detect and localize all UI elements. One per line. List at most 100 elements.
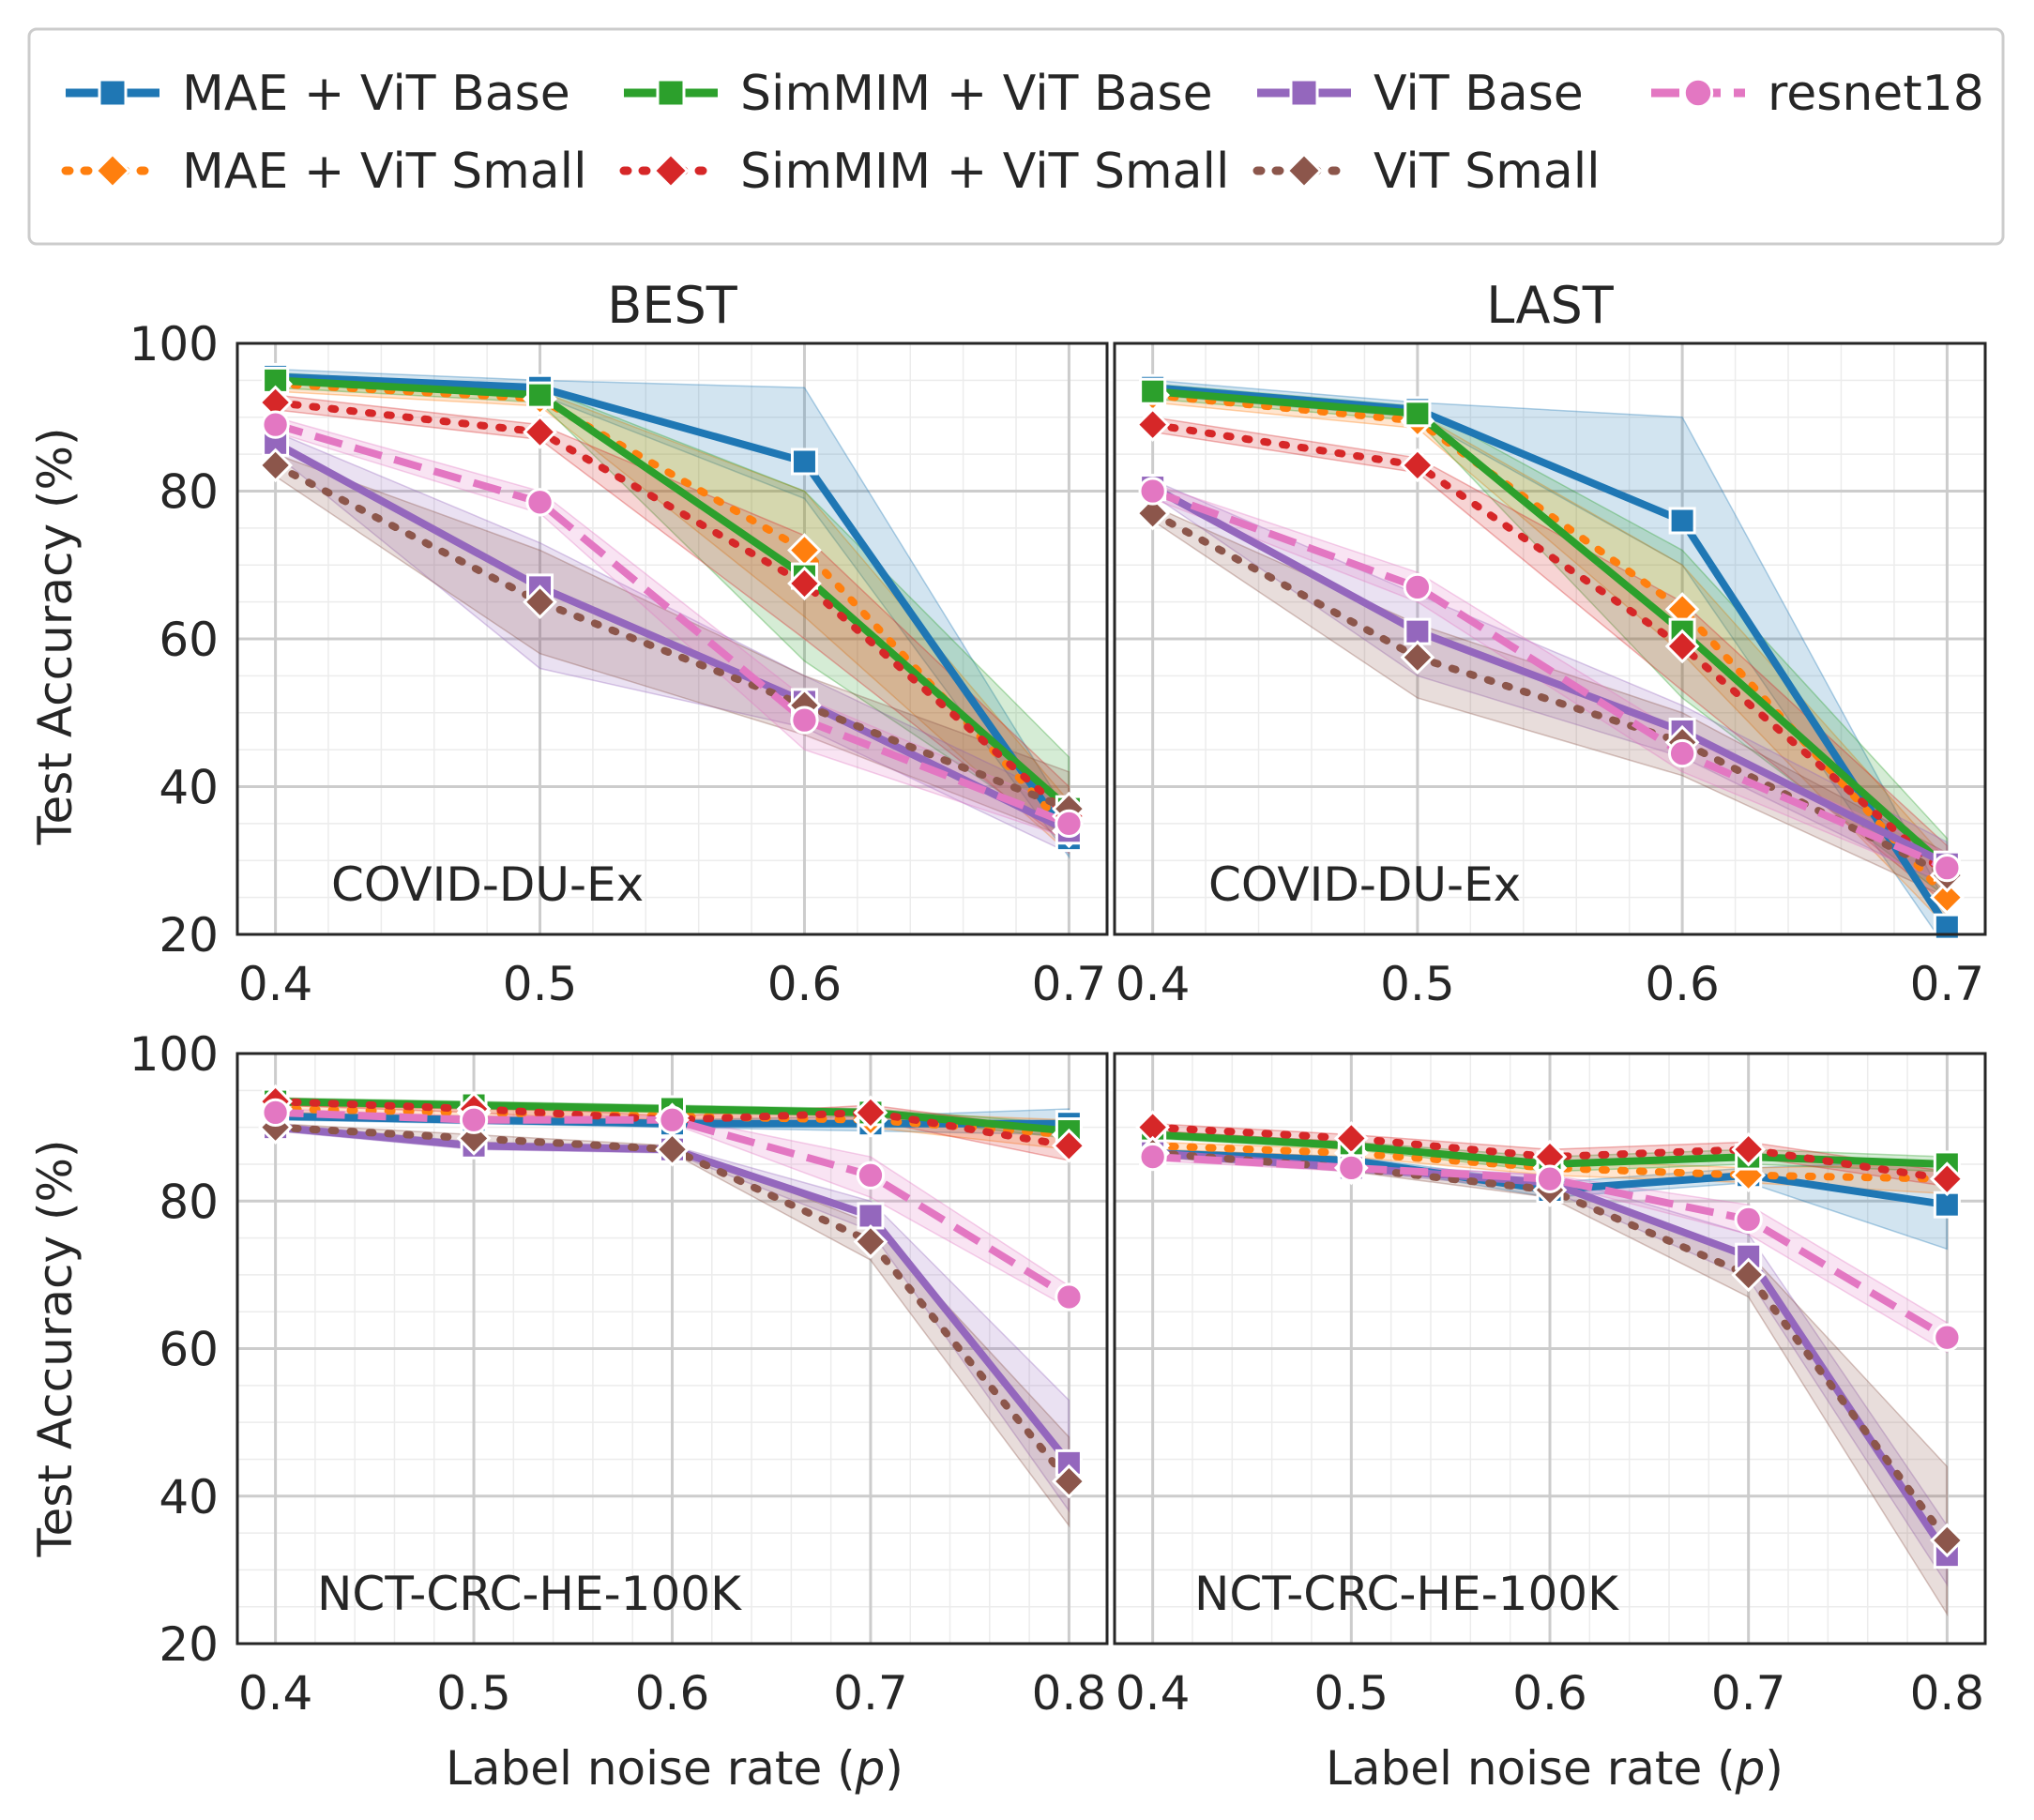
legend-label-resnet18: resnet18 (1768, 66, 1984, 122)
point-resnet18-1 (525, 488, 554, 517)
legend-marker-simmim_base (656, 78, 686, 108)
legend-marker-vit_base (1289, 78, 1319, 108)
x-tick-label: 0.8 (1910, 1666, 1985, 1721)
legend: MAE + ViT Base SimMIM + ViT Base ViT Base r… (27, 27, 2005, 246)
point-resnet18-0 (261, 410, 290, 439)
y-tick-label: 40 (159, 761, 219, 815)
legend-item-simmim_small: SimMIM + ViT Small (619, 144, 1229, 200)
point-simmim_small-2 (1664, 629, 1700, 664)
point-vit_base-1 (1404, 617, 1432, 645)
confidence-bands (274, 368, 1070, 859)
point-resnet18-3 (1933, 853, 1962, 883)
series-markers (258, 362, 1086, 853)
series-line-simmim_small (271, 399, 1073, 820)
legend-item-vit_small: ViT Small (1252, 144, 1601, 200)
y-axis-label-top: Test Accuracy (%) (28, 427, 83, 845)
dataset-label: COVID-DU-Ex (331, 857, 644, 912)
point-vit_small-4 (1052, 1464, 1086, 1499)
x-tick-label: 0.5 (1380, 957, 1455, 1011)
x-tick-label: 0.4 (1116, 1666, 1191, 1721)
y-tick-label: 60 (159, 613, 219, 667)
point-resnet18-4 (1933, 1323, 1962, 1352)
legend-item-resnet18: resnet18 (1651, 66, 1984, 122)
plot-frame (235, 341, 1109, 936)
x-tick-label: 0.6 (1512, 1666, 1587, 1721)
point-resnet18-3 (856, 1160, 886, 1190)
point-mae_base-2 (790, 447, 818, 476)
legend-frame (27, 27, 2005, 246)
y-tick-label: 20 (159, 1617, 219, 1672)
dataset-label: NCT-CRC-HE-100K (1194, 1567, 1619, 1621)
legend-item-vit_base: ViT Base (1257, 66, 1584, 122)
point-simmim_base-0 (1139, 377, 1167, 405)
series-markers (258, 1084, 1086, 1499)
point-vit_small-0 (258, 447, 293, 483)
point-mae_base-2 (1668, 507, 1696, 535)
x-tick-label: 0.8 (1032, 1666, 1107, 1721)
series-lines (271, 372, 1073, 841)
panel-title: BEST (607, 276, 737, 335)
point-resnet18-0 (1138, 1142, 1167, 1172)
point-simmim_small-0 (1135, 407, 1171, 442)
point-resnet18-0 (1138, 477, 1167, 506)
series-lines (1148, 384, 1951, 930)
point-resnet18-0 (261, 1098, 290, 1128)
plot-frame (1113, 341, 1987, 936)
y-tick-label: 20 (159, 908, 219, 963)
point-resnet18-1 (1403, 572, 1433, 602)
y-tick-label: 60 (159, 1323, 219, 1377)
plot-frame (235, 1052, 1109, 1646)
x-tick-label: 0.4 (238, 1666, 313, 1721)
x-tick-label: 0.6 (1645, 957, 1720, 1011)
plot-frame (1113, 1052, 1987, 1646)
legend-marker-mae_small (94, 152, 131, 190)
panels: 0.4 0.5 0.6 0.7 20 40 60 80 100 BEST COVID-DU-Ex 0.… (129, 276, 1987, 1721)
point-vit_small-1 (523, 584, 557, 619)
x-tick-label: 0.5 (436, 1666, 511, 1721)
panel-3: 0.4 0.5 0.6 0.7 0.8 20 40 60 80 100 NCT-CRC-HE-100… (129, 1027, 1109, 1721)
point-vit_small-1 (1400, 640, 1435, 675)
series-line-mae_base (275, 372, 1072, 841)
legend-marker-vit_small (1285, 152, 1323, 190)
panel-4: 0.4 0.5 0.6 0.7 0.8 NCT-CRC-HE-100K (1113, 1052, 1987, 1721)
point-resnet18-3 (1055, 809, 1084, 839)
point-vit_small-3 (1731, 1257, 1767, 1293)
legend-label-vit_small: ViT Small (1374, 144, 1601, 200)
x-tick-label: 0.5 (503, 957, 578, 1011)
x-tick-label: 0.5 (1314, 1666, 1389, 1721)
y-tick-label: 100 (129, 317, 219, 372)
point-resnet18-2 (1535, 1164, 1565, 1193)
point-simmim_small-4 (1052, 1128, 1086, 1163)
y-tick-label: 80 (159, 465, 219, 520)
x-tick-label: 0.7 (1910, 957, 1985, 1011)
series-line-vit_small (271, 461, 1073, 813)
legend-label-vit_base: ViT Base (1374, 66, 1584, 122)
grid (1115, 341, 1985, 936)
y-tick-label: 100 (129, 1027, 219, 1082)
point-vit_base-3 (857, 1202, 885, 1230)
point-resnet18-1 (459, 1105, 489, 1134)
series-line-resnet18 (1151, 487, 1949, 872)
panel-2: 0.4 0.5 0.6 0.7 LAST COVID-DU-Ex (1113, 276, 1987, 1011)
x-tick-label: 0.7 (1032, 957, 1107, 1011)
point-resnet18-4 (1055, 1282, 1084, 1312)
series-markers (1135, 1110, 1965, 1570)
x-axis-label-left: Label noise rate (p) (446, 1741, 903, 1796)
dataset-label: COVID-DU-Ex (1208, 857, 1521, 912)
x-tick-label: 0.6 (635, 1666, 710, 1721)
legend-item-mae_base: MAE + ViT Base (66, 66, 570, 122)
x-tick-label: 0.4 (238, 957, 313, 1011)
point-resnet18-2 (1667, 738, 1697, 768)
x-axis-label-right: Label noise rate (p) (1326, 1741, 1784, 1796)
legend-label-simmim_base: SimMIM + ViT Base (740, 66, 1213, 122)
x-tick-label: 0.6 (767, 957, 842, 1011)
legend-item-simmim_base: SimMIM + ViT Base (624, 66, 1213, 122)
series-markers (1135, 373, 1965, 941)
series-line-simmim_small (1148, 420, 1951, 879)
y-tick-label: 40 (159, 1470, 219, 1524)
x-tick-label: 0.7 (833, 1666, 908, 1721)
legend-label-mae_small: MAE + ViT Small (182, 144, 587, 200)
point-vit_small-4 (1929, 1523, 1965, 1558)
y-tick-label: 80 (159, 1175, 219, 1229)
point-simmim_base-1 (1404, 400, 1432, 428)
